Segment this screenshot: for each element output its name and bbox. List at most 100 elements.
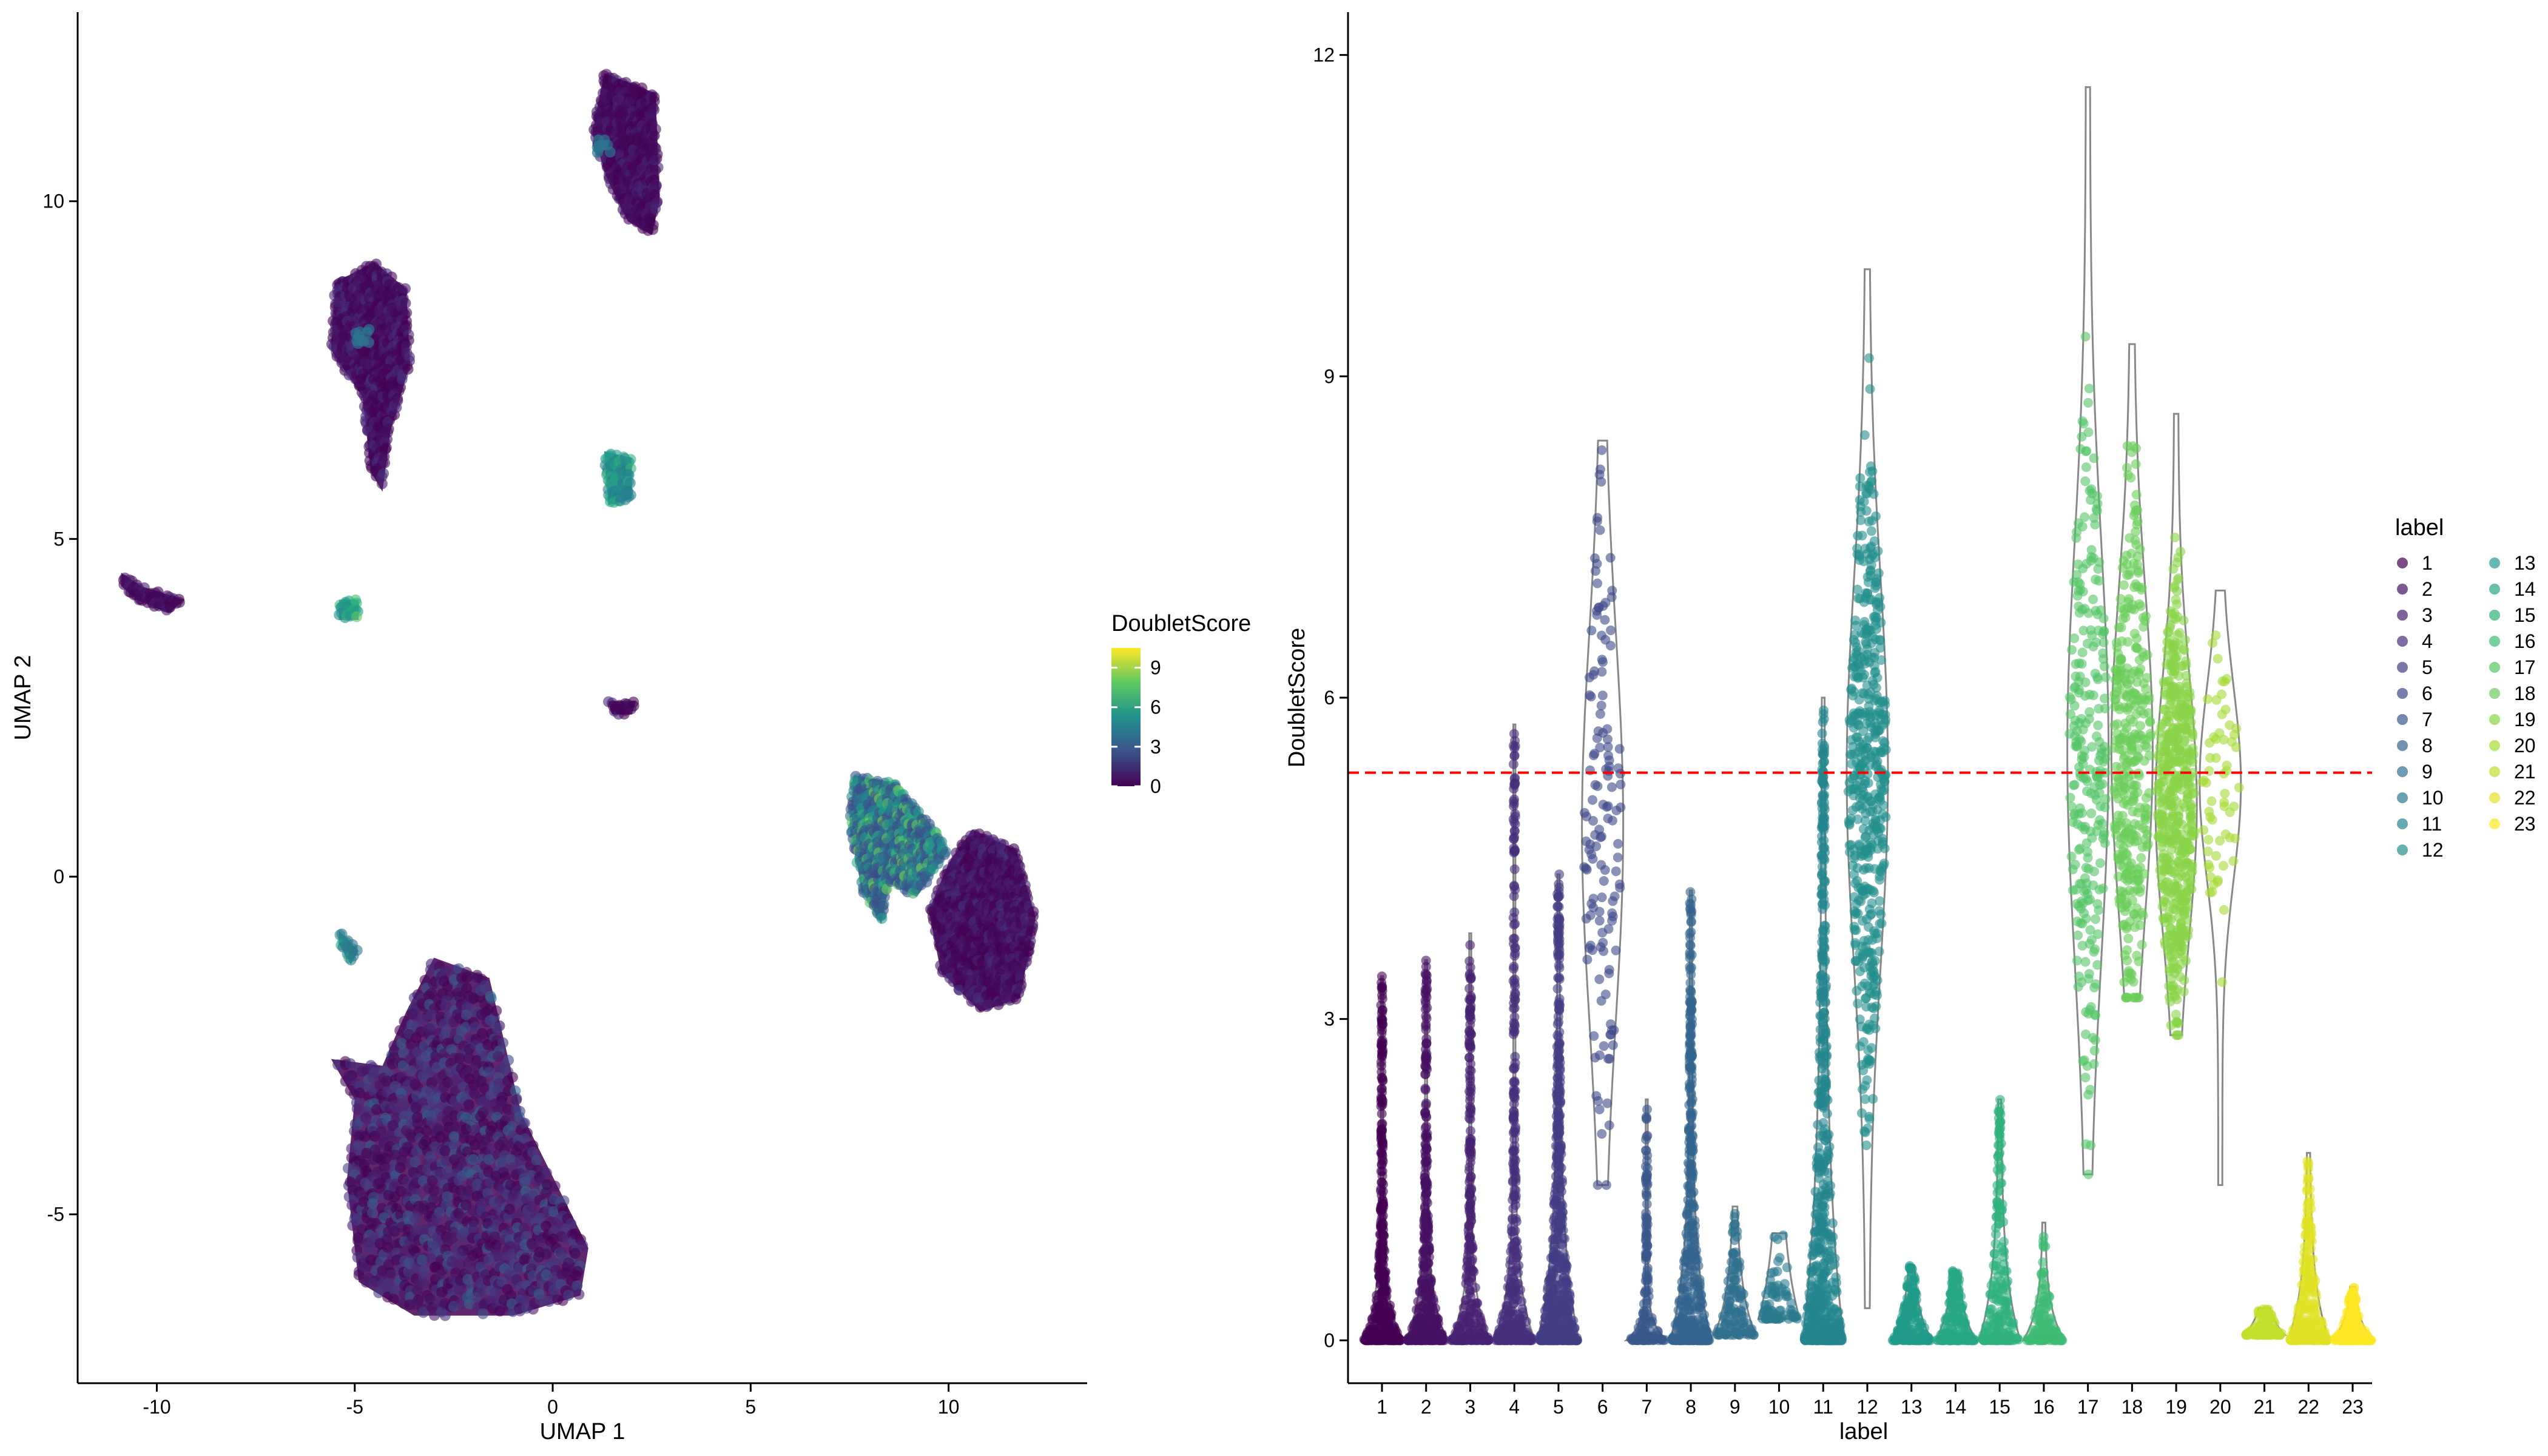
violin-point: [1466, 1216, 1476, 1226]
umap-point: [647, 224, 659, 235]
violin-point: [1511, 1191, 1521, 1201]
umap-point: [426, 1009, 437, 1020]
violin-point: [1465, 1043, 1475, 1054]
violin-point: [1377, 1126, 1387, 1136]
violin-point: [1508, 934, 1518, 944]
violin-point: [1511, 1247, 1522, 1257]
umap-point: [623, 491, 634, 502]
umap-point: [565, 1218, 577, 1230]
violin-point: [1472, 1332, 1483, 1342]
umap-point: [434, 1269, 445, 1281]
umap-point: [604, 146, 616, 158]
violin-point: [1466, 1134, 1476, 1144]
umap-point: [417, 1278, 429, 1289]
violin-point: [1377, 1060, 1386, 1071]
violin-point: [1464, 1065, 1475, 1075]
umap-x-tick-label: 0: [547, 1396, 558, 1418]
umap-point: [556, 1269, 568, 1280]
violin-point: [1508, 976, 1518, 986]
violin-point: [1464, 1026, 1475, 1037]
violin-point: [1463, 1256, 1472, 1267]
umap-point: [366, 1207, 378, 1218]
umap-point: [493, 1051, 504, 1062]
violin-point: [1509, 1107, 1519, 1117]
umap-point: [563, 1290, 575, 1301]
violin-point: [1505, 1282, 1515, 1292]
violin-point: [1466, 1238, 1477, 1249]
umap-point: [624, 477, 636, 489]
violin-point: [1465, 940, 1475, 950]
violin-point: [1425, 1324, 1435, 1334]
umap-point: [485, 993, 497, 1004]
umap-point: [400, 297, 411, 309]
umap-point: [511, 1094, 522, 1105]
colorbar-gradient: [1111, 648, 1141, 786]
violin-point: [1429, 1335, 1439, 1345]
violin-point: [1422, 1128, 1432, 1139]
violin-point: [1508, 741, 1518, 751]
violin-point: [1508, 759, 1518, 769]
violin-point: [1377, 983, 1387, 993]
violin-point: [1375, 1229, 1385, 1239]
violin-point: [1510, 1051, 1520, 1062]
violin-point: [1510, 1237, 1520, 1247]
umap-point: [649, 95, 660, 107]
violin-point: [1421, 956, 1431, 966]
umap-point: [439, 1310, 451, 1321]
umap-point: [507, 1071, 518, 1083]
violin-point: [1469, 1267, 1479, 1277]
violin-point: [1422, 1053, 1432, 1063]
umap-point: [440, 965, 451, 977]
violin-point: [1509, 1026, 1519, 1037]
violin-point: [1505, 1291, 1515, 1301]
violin-point: [1431, 1303, 1441, 1313]
violin-point: [1377, 1073, 1387, 1083]
umap-point: [1023, 945, 1035, 957]
violin-point: [1422, 1258, 1432, 1269]
umap-point: [401, 307, 413, 318]
violin-point: [1380, 1273, 1390, 1284]
colorbar-title: DoubletScore: [1111, 611, 1251, 636]
violin-point: [1377, 1171, 1387, 1181]
violin-point: [1508, 1147, 1518, 1157]
umap-x-axis-title: UMAP 1: [540, 1419, 625, 1444]
violin-point: [1420, 1201, 1430, 1212]
violin-point: [1376, 1000, 1386, 1010]
violin-point: [1508, 1306, 1517, 1316]
violin-point: [1377, 1084, 1387, 1094]
colorbar-tick-label: 9: [1150, 657, 1161, 679]
umap-point: [1020, 956, 1032, 968]
umap-point: [382, 426, 393, 438]
violin-point: [1509, 907, 1520, 917]
violin-point: [1466, 1104, 1476, 1114]
umap-point: [461, 972, 473, 983]
umap-point: [174, 596, 185, 608]
umap-point: [351, 1215, 363, 1226]
umap-point: [477, 1308, 489, 1320]
violin-point: [1385, 1335, 1395, 1346]
violin-point: [1420, 1061, 1431, 1071]
violin-point: [1381, 1286, 1392, 1296]
violin-point: [1464, 1007, 1475, 1017]
umap-point: [352, 1235, 363, 1247]
violin-point: [1420, 1069, 1431, 1079]
umap-point: [570, 1248, 581, 1259]
umap-point: [396, 374, 408, 385]
violin-point: [1466, 1172, 1476, 1182]
violin-point: [1552, 983, 1563, 994]
umap-point: [476, 1285, 487, 1296]
violin-point: [1463, 1276, 1474, 1287]
umap-point: [519, 1117, 530, 1129]
umap-point: [504, 1111, 516, 1123]
violin-point: [1433, 1314, 1443, 1324]
violin-point: [1421, 1157, 1431, 1167]
umap-y-tick-label: 10: [42, 190, 64, 212]
violin-point: [1464, 983, 1475, 994]
umap-x-tick-label: -10: [143, 1396, 170, 1418]
umap-point: [345, 954, 357, 966]
umap-y-axis-title: UMAP 2: [10, 655, 36, 741]
violin-point: [1509, 1324, 1520, 1335]
